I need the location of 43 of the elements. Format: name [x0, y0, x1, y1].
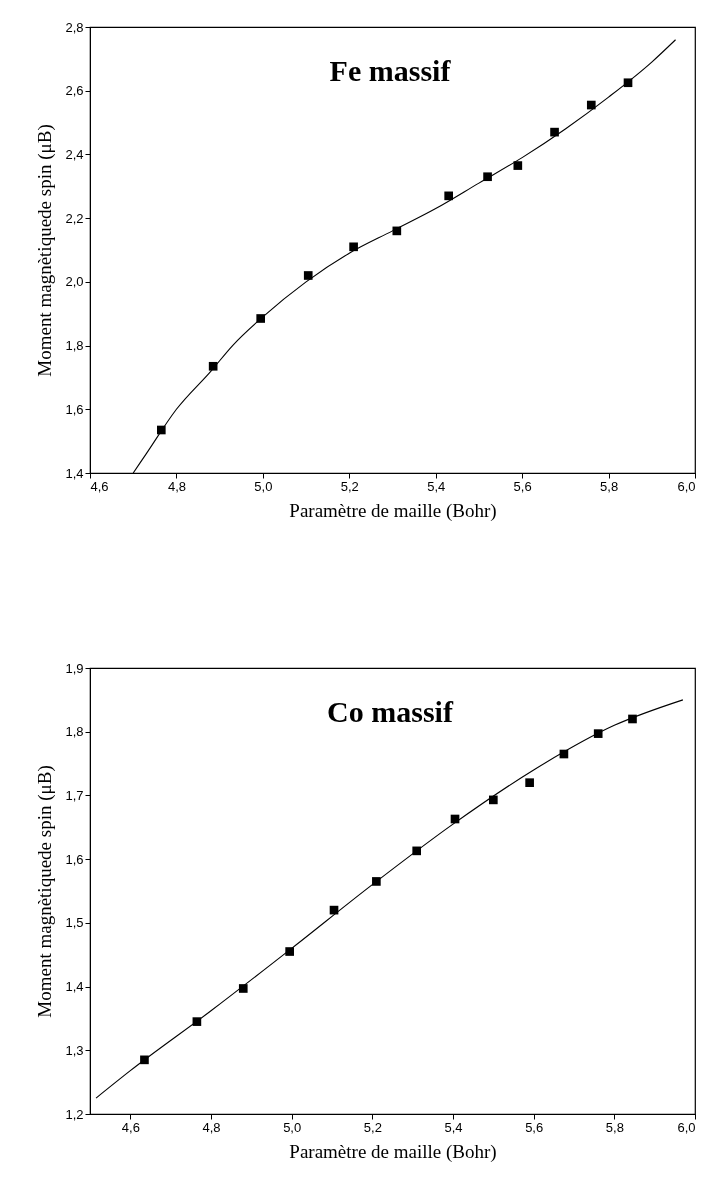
- x-axis-title: Paramètre de maille (Bohr): [289, 499, 497, 522]
- y-tick-label: 1,4: [65, 979, 84, 995]
- x-tick-label: 5,6: [525, 1119, 544, 1135]
- x-tick-label: 4,6: [121, 1119, 140, 1135]
- y-tick-label: 1,8: [65, 338, 84, 354]
- point: [238, 984, 248, 993]
- y-tick-label: 1,9: [65, 660, 84, 676]
- y-axis-title: Moment magnètiquede spin (μB): [34, 124, 57, 377]
- point: [525, 778, 534, 788]
- x-tick-label: 5,4: [444, 1119, 463, 1135]
- y-tick-label: 1,5: [65, 915, 84, 931]
- y-tick-label: 2,8: [65, 19, 84, 35]
- y-tick-label: 1,4: [65, 465, 84, 481]
- y-tick-label: 1,6: [65, 401, 84, 417]
- x-tick-label: 4,6: [90, 478, 109, 494]
- x-tick-label: 5,0: [283, 1119, 302, 1135]
- y-tick-label: 2,6: [65, 83, 84, 99]
- x-tick-label: 5,4: [427, 478, 446, 494]
- y-tick-label: 1,6: [65, 851, 84, 867]
- y-tick-label: 2,2: [65, 210, 84, 226]
- x-tick-label: 6,0: [677, 478, 696, 494]
- y-axis-title: Moment magnètiquede spin (μB): [34, 765, 57, 1018]
- x-tick-label: 6,0: [677, 1119, 696, 1135]
- x-tick-label: 5,0: [254, 478, 273, 494]
- y-tick-label: 1,7: [65, 787, 84, 803]
- x-tick-label: 5,2: [340, 478, 359, 494]
- y-tick-label: 1,3: [65, 1042, 84, 1058]
- x-tick-label: 5,8: [600, 478, 619, 494]
- line-series: [95, 699, 684, 1099]
- line-series: [132, 39, 677, 473]
- text: Fe massif: [329, 54, 452, 87]
- x-tick-label: 5,2: [363, 1119, 382, 1135]
- text: Co massif: [327, 695, 454, 728]
- x-axis-title: Paramètre de maille (Bohr): [289, 1140, 497, 1163]
- point: [285, 947, 294, 956]
- y-tick-label: 1,8: [65, 724, 84, 740]
- x-tick-label: 5,6: [513, 478, 532, 494]
- x-tick-label: 5,8: [605, 1119, 624, 1135]
- y-tick-label: 2,0: [65, 274, 84, 290]
- x-tick-label: 4,8: [167, 478, 186, 494]
- y-tick-label: 1,2: [65, 1106, 84, 1122]
- y-tick-label: 2,4: [65, 146, 84, 162]
- x-tick-label: 4,8: [202, 1119, 221, 1135]
